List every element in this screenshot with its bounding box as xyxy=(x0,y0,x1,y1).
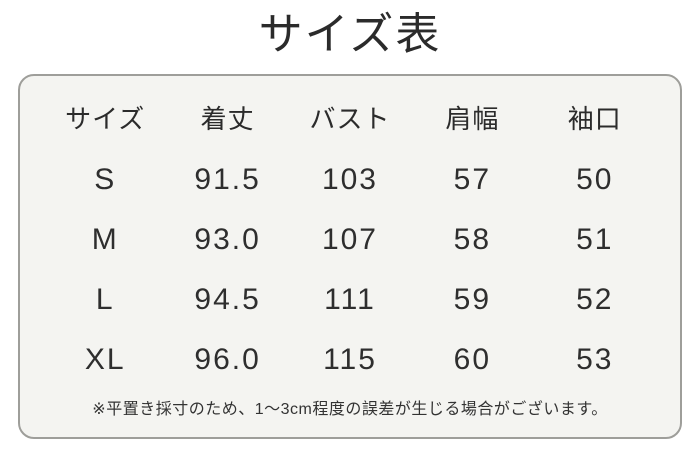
length-value: 94.5 xyxy=(194,283,261,316)
size-chart-page: サイズ表 サイズ 着丈 バスト 肩幅 袖口 S 91.5 103 57 50 xyxy=(18,10,682,439)
size-table: サイズ 着丈 バスト 肩幅 袖口 S 91.5 103 57 50 M 93.0 xyxy=(44,84,656,390)
cuff-value: 51 xyxy=(576,223,614,256)
length-value: 93.0 xyxy=(194,223,261,256)
page-title: サイズ表 xyxy=(258,10,442,59)
table-row-m: M 93.0 107 58 51 xyxy=(44,210,656,270)
length-value: 91.5 xyxy=(194,163,261,196)
bust-value: 111 xyxy=(324,283,376,316)
shoulder-value: 60 xyxy=(453,343,492,376)
size-label: L xyxy=(95,283,115,316)
size-label: M xyxy=(91,223,119,256)
bust-value: 107 xyxy=(321,223,378,256)
cuff-value: 52 xyxy=(576,283,614,316)
column-header-cuff: 袖口 xyxy=(567,103,622,134)
table-row-s: S 91.5 103 57 50 xyxy=(44,150,656,210)
bust-value: 115 xyxy=(323,343,377,376)
cuff-value: 53 xyxy=(576,343,614,376)
table-header-row: サイズ 着丈 バスト 肩幅 袖口 xyxy=(44,84,656,150)
column-header-length: 着丈 xyxy=(200,103,255,134)
shoulder-value: 58 xyxy=(453,223,492,256)
table-row-l: L 94.5 111 59 52 xyxy=(44,270,656,330)
table-row-xl: XL 96.0 115 60 53 xyxy=(44,330,656,390)
bust-value: 103 xyxy=(321,163,378,196)
shoulder-value: 57 xyxy=(453,163,492,196)
size-label: XL xyxy=(84,343,126,376)
column-header-bust: バスト xyxy=(309,103,391,134)
length-value: 96.0 xyxy=(194,343,261,376)
size-label: S xyxy=(94,163,117,196)
column-header-size: サイズ xyxy=(65,103,146,134)
measurement-note: ※平置き採寸のため、1〜3cm程度の誤差が生じる場合がございます。 xyxy=(92,401,608,418)
size-table-panel: サイズ 着丈 バスト 肩幅 袖口 S 91.5 103 57 50 M 93.0 xyxy=(18,74,682,439)
cuff-value: 50 xyxy=(576,163,614,196)
shoulder-value: 59 xyxy=(453,283,492,316)
column-header-shoulder: 肩幅 xyxy=(445,103,500,134)
